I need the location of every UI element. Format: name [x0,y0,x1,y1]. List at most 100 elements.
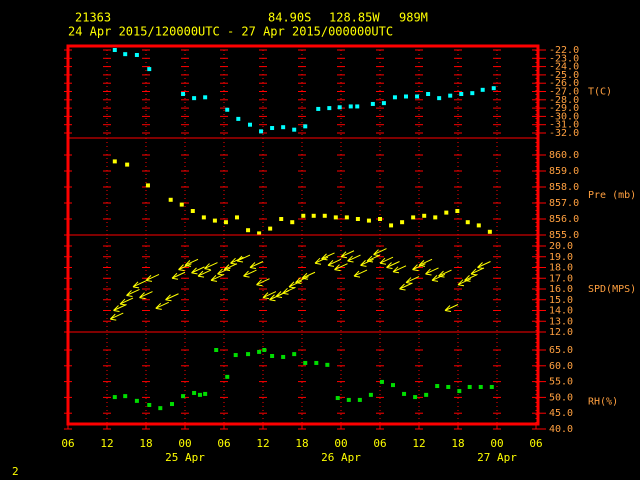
data-point [268,226,273,231]
wind-arrow [464,273,478,282]
data-point [303,360,308,365]
wind-arrow [347,254,361,263]
wind-arrow [197,269,212,278]
y-tick-label: -28.0 [549,95,579,106]
data-point [158,406,163,411]
data-point [400,220,405,225]
data-point [370,101,375,106]
station-id: 21363 [75,11,111,25]
wind-arrow [405,276,420,285]
date-label: 27 Apr [477,451,517,464]
wind-arrow [113,304,127,312]
data-point [422,213,427,218]
wind-arrow [340,250,355,259]
wind-arrow [217,267,231,276]
data-point [426,91,431,96]
x-tick-label: 12 [100,437,113,450]
wind-arrow [191,266,205,275]
axis-label: SPD(MPS) [588,284,636,295]
data-point [314,360,319,365]
data-point [435,384,440,389]
data-point [378,217,382,221]
data-point [170,402,174,407]
y-tick-label: -24.0 [549,62,579,73]
y-tick-label: -27.0 [549,87,579,98]
data-point [125,162,130,167]
x-tick-label: 12 [412,437,425,450]
data-point [444,210,449,215]
data-point [225,107,230,112]
y-tick-label: 859.0 [549,166,579,177]
wind-arrow [145,273,160,282]
data-point [246,352,251,357]
wind-arrow [282,286,296,295]
wind-arrow [139,291,153,300]
y-tick-label: 17.0 [549,273,573,284]
wind-arrow [386,261,400,269]
data-point [366,218,371,223]
data-point [270,354,275,359]
data-point [465,220,470,225]
x-tick-label: 12 [256,437,269,450]
data-point [357,397,362,402]
wind-arrow [288,280,303,289]
data-point [392,95,397,100]
y-tick-label: 13.0 [549,316,573,327]
y-tick-label: -25.0 [549,70,579,81]
data-point [203,95,208,100]
data-point [478,384,483,389]
wind-arrow [379,256,394,265]
data-point [316,106,321,111]
x-tick-label: 06 [217,437,230,450]
wind-arrow [262,291,277,300]
wind-arrow [444,304,459,312]
data-point [489,384,494,389]
wind-arrow [256,278,270,287]
wind-arrow [230,256,244,265]
data-point [112,48,117,52]
data-point [333,215,338,220]
y-tick-label: -32.0 [549,128,579,139]
y-tick-label: 858.0 [549,182,579,193]
y-tick-label: 15.0 [549,295,573,306]
data-point [181,394,186,399]
data-point [147,67,152,72]
data-point [344,215,349,220]
data-point [480,87,485,92]
data-point [112,395,117,400]
data-point [335,396,340,401]
data-point [446,384,451,389]
y-tick-label: 14.0 [549,306,573,317]
data-point [248,122,252,127]
data-point [134,52,139,57]
data-point [467,384,472,389]
wind-arrow [327,258,342,267]
period: 24 Apr 2015/120000UTC - 27 Apr 2015/0000… [68,25,393,39]
data-point [448,93,453,98]
data-point [123,52,128,57]
data-point [192,390,197,395]
data-point [348,104,353,109]
y-tick-label: 45.0 [549,408,573,419]
wind-arrow [438,269,452,278]
data-point [487,229,492,234]
data-point [123,394,128,399]
data-point [381,101,386,106]
data-point [197,392,202,397]
data-point [134,398,139,403]
wind-arrow [353,269,368,278]
y-tick-label: 16.0 [549,284,573,295]
y-tick-label: -22.0 [549,45,579,56]
data-point [112,159,117,164]
data-point [235,215,239,220]
data-point [279,217,284,221]
data-point [327,106,332,111]
y-tick-label: 50.0 [549,392,573,403]
data-point [337,105,342,110]
y-tick-label: -29.0 [549,103,579,114]
data-point [355,104,360,109]
data-point [346,397,351,402]
data-point [257,349,262,354]
y-tick-label: -26.0 [549,78,579,89]
wind-arrow [126,288,140,297]
